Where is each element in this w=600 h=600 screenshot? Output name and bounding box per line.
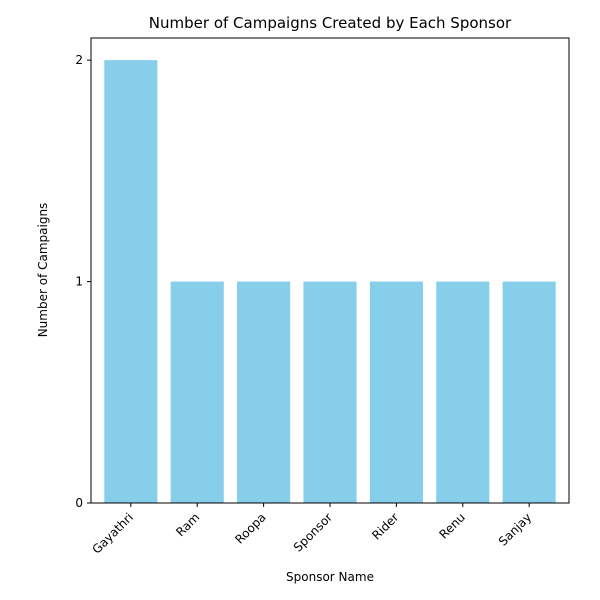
y-tick-label: 2: [75, 53, 83, 67]
bar-ram: [170, 281, 224, 503]
x-tick-label: Rider: [369, 510, 401, 542]
y-axis-label: Number of Campaigns: [36, 203, 50, 338]
x-tick-label: Sanjay: [496, 510, 534, 548]
bar-sponsor: [303, 281, 357, 503]
x-axis: Gayathri Ram Roopa Sponsor Rider Renu Sanjay: [90, 503, 534, 557]
plot-frame: [90, 37, 570, 504]
bar-rider: [369, 281, 423, 503]
x-axis-label: Sponsor Name: [286, 570, 374, 584]
y-axis: 0 1 2: [75, 53, 91, 510]
x-tick-label: Sponsor: [291, 510, 335, 554]
bars-group: [104, 60, 556, 504]
bar-gayathri: [104, 60, 158, 504]
bar-sanjay: [502, 281, 556, 503]
x-tick-label: Renu: [436, 510, 467, 541]
bar-renu: [436, 281, 490, 503]
bar-roopa: [237, 281, 291, 503]
y-tick-label: 0: [75, 496, 83, 510]
chart-title: Number of Campaigns Created by Each Spon…: [149, 14, 512, 32]
x-tick-label: Gayathri: [90, 510, 136, 556]
y-tick-label: 1: [75, 275, 83, 289]
x-tick-label: Ram: [173, 510, 202, 539]
x-tick-label: Roopa: [232, 510, 268, 546]
